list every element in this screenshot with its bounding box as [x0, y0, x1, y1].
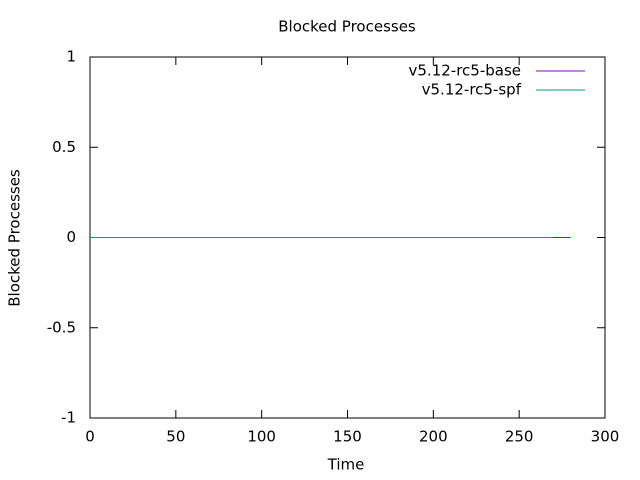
y-axis-label: Blocked Processes — [6, 169, 24, 307]
y-tick-label: 0.5 — [52, 138, 76, 156]
y-tick-label: -1 — [61, 409, 76, 427]
y-tick-label: 1 — [66, 48, 76, 66]
y-tick-label: 0 — [66, 228, 76, 246]
x-tick-label: 50 — [166, 428, 185, 446]
x-tick-label: 200 — [419, 428, 448, 446]
legend-label: v5.12-rc5-base — [409, 62, 522, 80]
chart-title: Blocked Processes — [278, 18, 416, 36]
x-tick-label: 300 — [591, 428, 620, 446]
x-axis-label: Time — [327, 456, 365, 474]
legend-label: v5.12-rc5-spf — [422, 81, 522, 99]
x-tick-label: 250 — [505, 428, 534, 446]
x-tick-label: 100 — [247, 428, 276, 446]
y-tick-label: -0.5 — [47, 318, 76, 336]
x-tick-label: 0 — [85, 428, 95, 446]
x-tick-label: 150 — [333, 428, 362, 446]
